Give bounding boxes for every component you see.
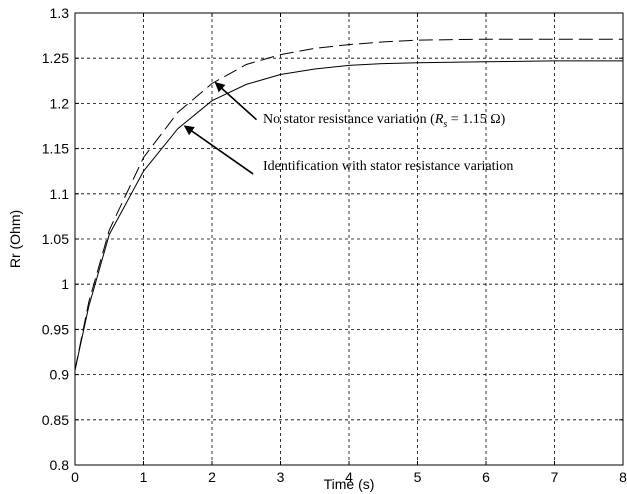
- series-line-solid: [75, 61, 623, 370]
- x-tick-label: 2: [208, 469, 216, 485]
- ticks: 0 1 2 3 4 5 6 7 80.80.850.90.9511.051.11.151.21.…: [42, 5, 627, 485]
- annotation-no-variation: No stator resistance variation (Rs = 1.1…: [263, 112, 506, 130]
- y-axis-label: Rr (Ohm): [7, 210, 23, 268]
- annotation-no-variation-var: R: [434, 112, 444, 127]
- grid: [75, 13, 623, 465]
- x-tick-label: 3: [277, 469, 285, 485]
- x-axis-label: Time (s): [324, 476, 375, 492]
- y-tick-label: 0.95: [42, 321, 69, 337]
- x-tick-label: 8: [619, 469, 627, 485]
- y-tick-label: 1.15: [42, 141, 69, 157]
- y-tick-label: 0.85: [42, 412, 69, 428]
- y-tick-label: 1: [61, 276, 69, 292]
- annotation-no-variation-suffix: = 1.15 Ω): [447, 112, 505, 127]
- x-tick-label: 1: [140, 469, 148, 485]
- y-tick-label: 1.2: [50, 95, 70, 111]
- annotation-arrow: [185, 126, 254, 174]
- y-tick-label: 0.9: [50, 367, 70, 383]
- x-tick-label: 6: [482, 469, 490, 485]
- y-tick-label: 1.05: [42, 231, 69, 247]
- y-tick-label: 1.25: [42, 50, 69, 66]
- annotation-no-variation-prefix: No stator resistance variation (: [263, 112, 435, 127]
- y-tick-label: 0.8: [50, 457, 70, 473]
- y-tick-label: 1.1: [50, 186, 70, 202]
- y-tick-label: 1.3: [50, 5, 70, 21]
- x-tick-label: 0: [71, 469, 79, 485]
- x-tick-label: 7: [551, 469, 559, 485]
- x-tick-label: 5: [414, 469, 422, 485]
- annotation-with-variation: Identification with stator resistance va…: [263, 159, 513, 174]
- annotation-arrow: [215, 83, 256, 120]
